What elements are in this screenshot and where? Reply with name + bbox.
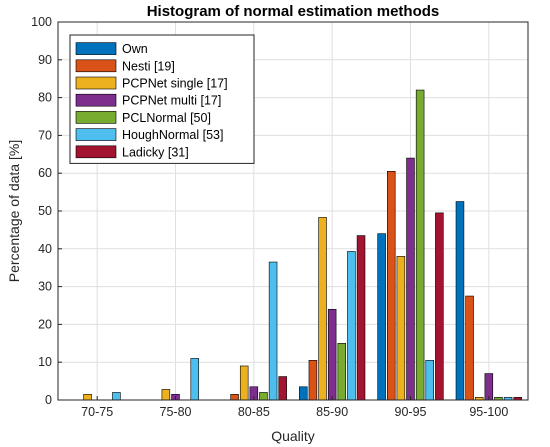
bar-houghnormal-53-75-80 (190, 358, 199, 401)
legend-label: HoughNormal [53] (122, 128, 223, 142)
legend-label: PCPNet multi [17] (122, 94, 221, 108)
bar-own-85-90 (299, 386, 308, 401)
legend-label: PCPNet single [17] (122, 77, 228, 91)
y-tick-label: 90 (38, 53, 52, 67)
legend: Own Nesti [19] PCPNet single [17] PCPNet mu… (69, 34, 255, 164)
y-tick-label: 10 (38, 355, 52, 369)
y-tick-label: 60 (38, 166, 52, 180)
y-tick-label: 40 (38, 242, 52, 256)
bar-nesti-19-80-85 (230, 394, 239, 401)
bar-pclnormal-50-85-90 (337, 342, 347, 401)
bar-pcpnet-single-17-75-80 (161, 389, 171, 401)
bar-houghnormal-53-85-90 (347, 251, 356, 401)
bar-pcpnet-single-17-80-85 (239, 365, 249, 401)
bar-pcpnet-multi-17-90-95 (406, 157, 415, 401)
x-tick-label: 85-90 (316, 405, 348, 419)
bar-ladicky-31-80-85 (278, 376, 287, 401)
y-tick-label: 80 (38, 91, 52, 105)
x-tick-label: 95-100 (469, 405, 508, 419)
x-tick-label: 75-80 (160, 405, 192, 419)
legend-label: Ladicky [31] (122, 145, 189, 159)
y-tick-label: 50 (38, 204, 52, 218)
legend-swatch (75, 111, 117, 124)
bar-houghnormal-53-90-95 (425, 360, 434, 401)
y-tick-label: 0 (45, 393, 52, 407)
y-tick-label: 70 (38, 128, 52, 142)
bar-nesti-19-85-90 (308, 360, 318, 401)
y-tick-label: 100 (31, 15, 52, 29)
x-tick-label: 80-85 (238, 405, 270, 419)
legend-swatch (75, 42, 117, 55)
bar-pclnormal-50-90-95 (415, 89, 425, 401)
legend-swatch (75, 59, 117, 73)
bar-ladicky-31-90-95 (435, 212, 444, 401)
bar-own-95-100 (455, 201, 465, 401)
bar-ladicky-31-85-90 (356, 235, 366, 401)
bars-layer (83, 89, 522, 401)
bar-own-90-95 (377, 233, 386, 401)
legend-swatch (75, 93, 117, 107)
y-tick-label: 20 (38, 317, 52, 331)
bar-pcpnet-single-17-70-75 (83, 394, 92, 401)
legend-swatch (75, 76, 117, 90)
legend-label: Own (122, 42, 148, 56)
bar-pcpnet-single-17-85-90 (318, 217, 327, 401)
bar-houghnormal-53-80-85 (268, 261, 278, 401)
bar-pcpnet-multi-17-85-90 (327, 308, 337, 401)
chart-title: Histogram of normal estimation methods (147, 3, 440, 20)
bar-nesti-19-95-100 (465, 295, 474, 401)
legend-swatch (75, 145, 117, 159)
y-tick-label: 30 (38, 280, 52, 294)
ticks-layer: 0 10 20 30 40 50 60 70 80 90 100 70-75 75-80 80-85 85-… (31, 15, 508, 419)
bar-houghnormal-53-70-75 (112, 392, 121, 401)
bar-nesti-19-90-95 (387, 171, 396, 401)
legend-swatch (75, 128, 117, 141)
legend-label: Nesti [19] (122, 59, 175, 73)
y-axis-label: Percentage of data [%] (6, 140, 22, 282)
x-tick-label: 90-95 (395, 405, 427, 419)
x-axis-label: Quality (271, 428, 315, 444)
bar-pcpnet-single-17-90-95 (396, 256, 406, 401)
legend-label: PCLNormal [50] (122, 111, 211, 125)
x-tick-label: 70-75 (81, 405, 113, 419)
bar-pclnormal-50-80-85 (259, 392, 268, 401)
